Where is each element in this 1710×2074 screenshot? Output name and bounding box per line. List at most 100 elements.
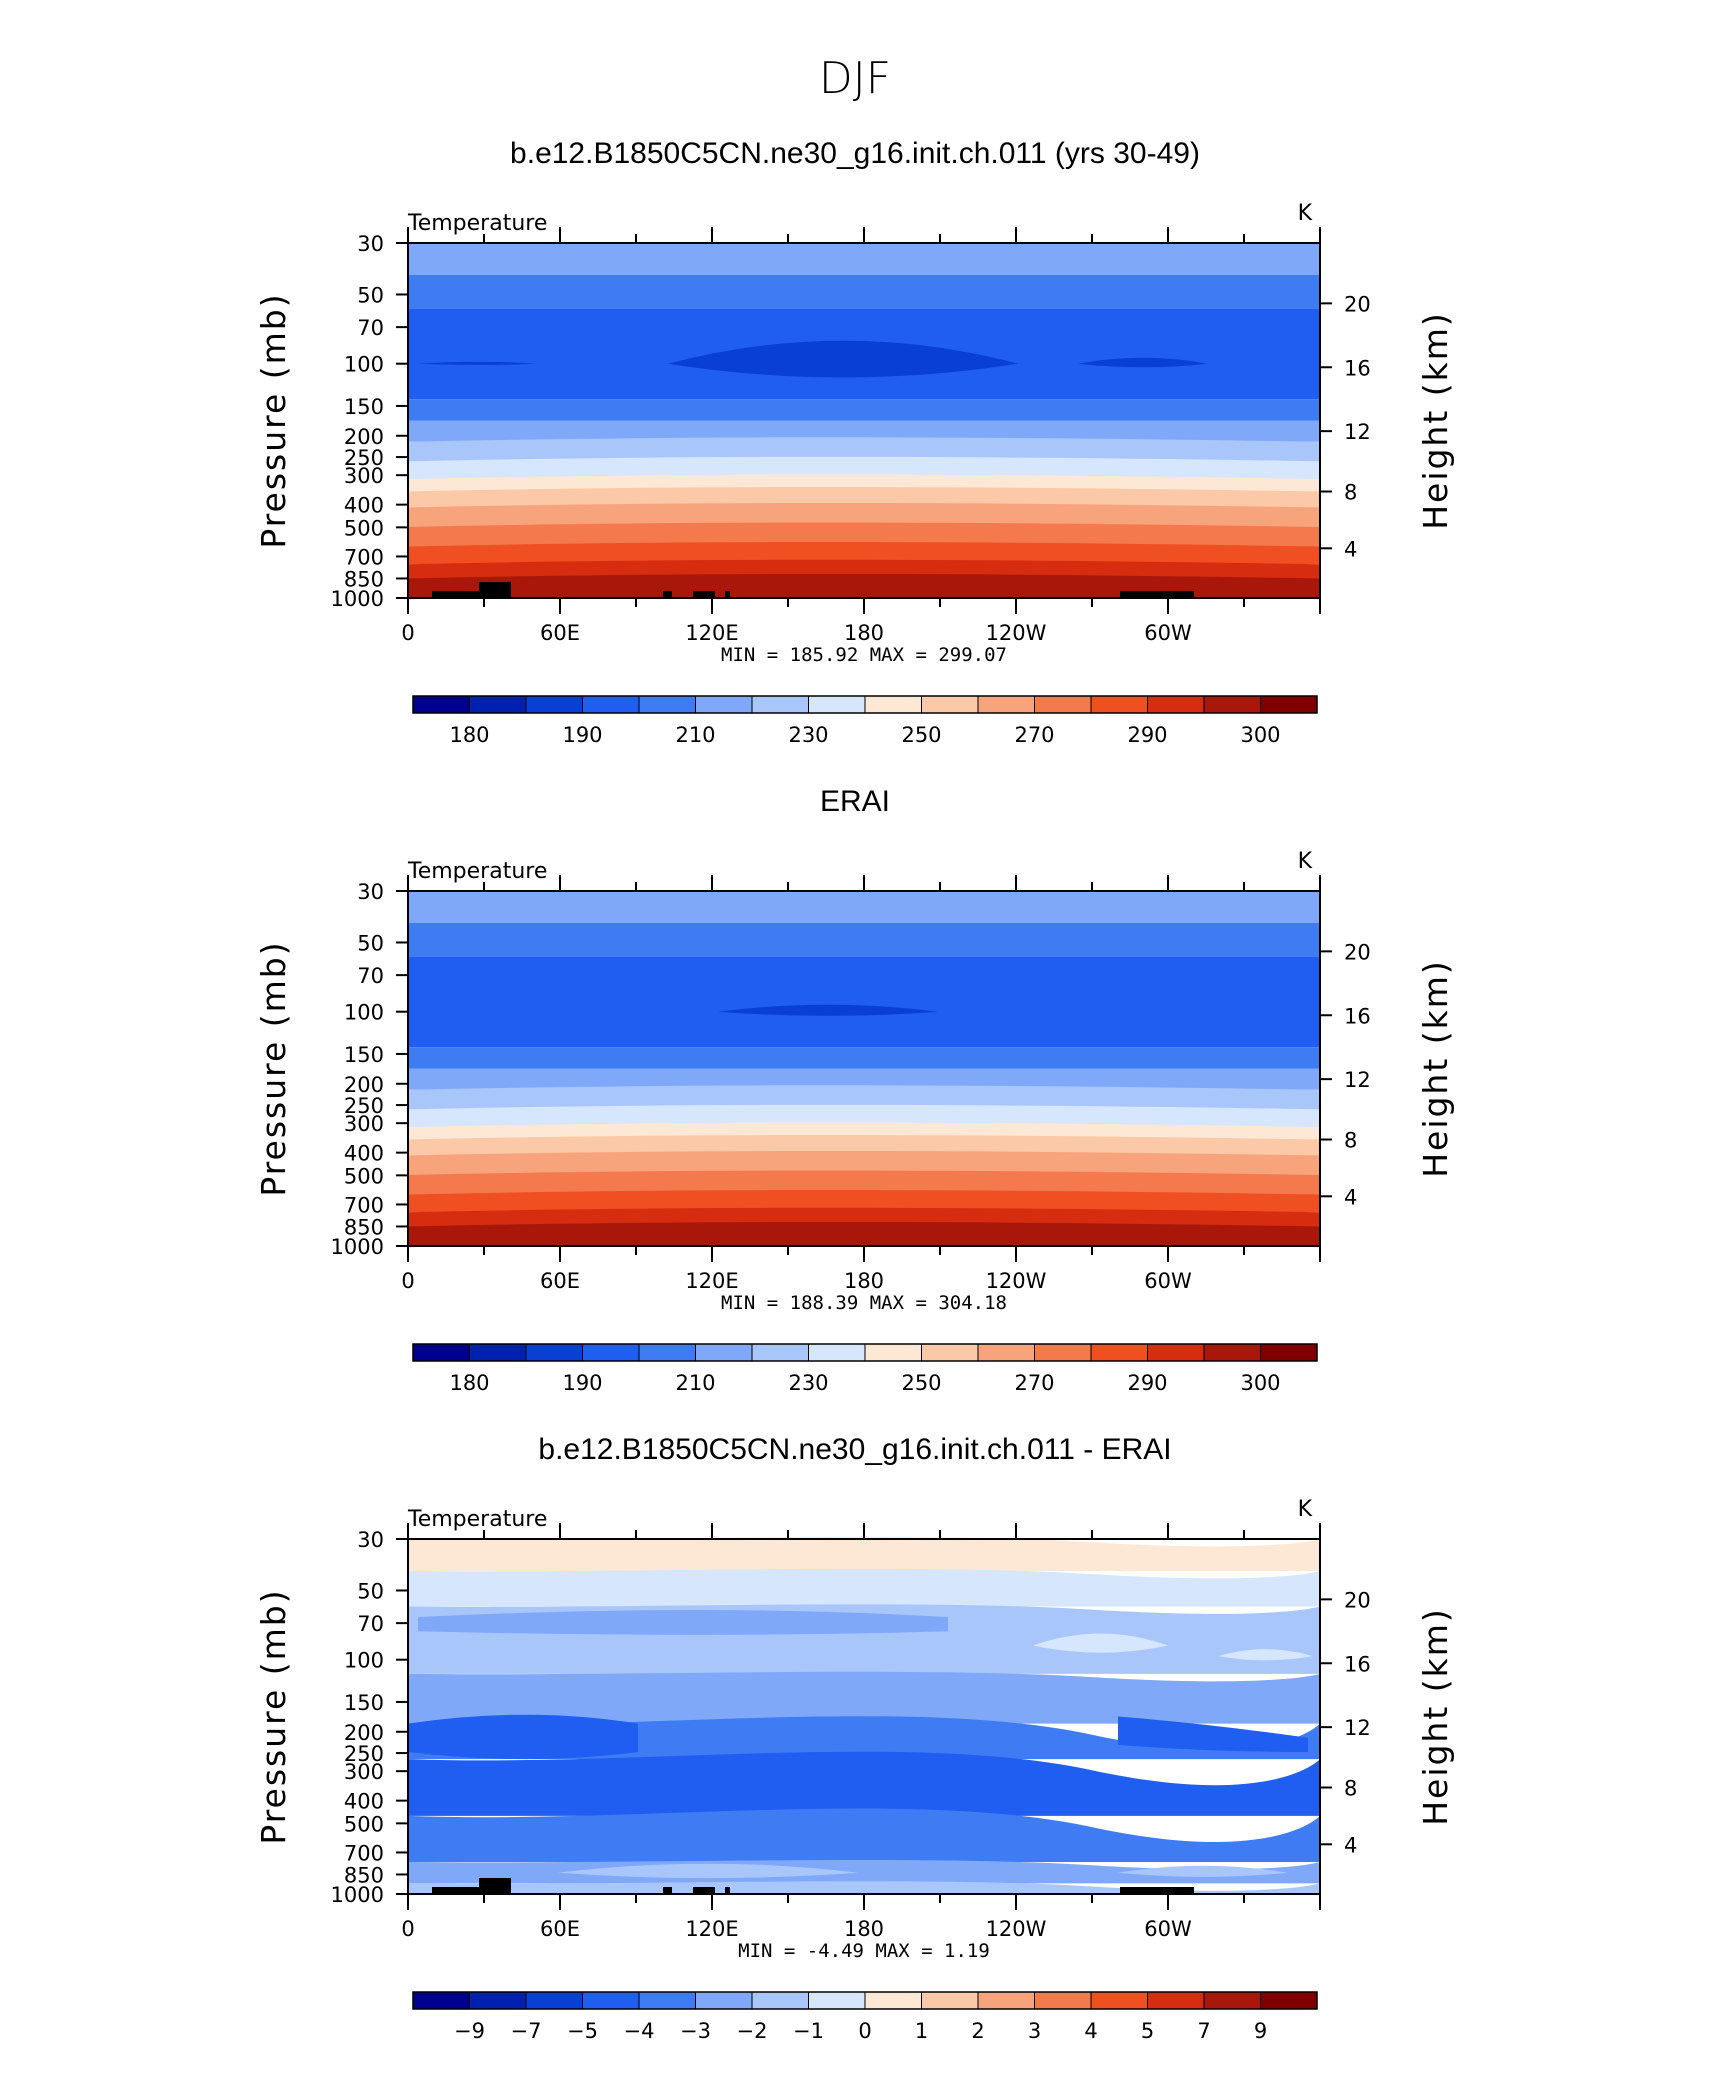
colorbar-swatch — [751, 1343, 809, 1362]
colorbar-swatch — [1034, 1343, 1092, 1362]
y2-tick-label: 16 — [1344, 356, 1371, 380]
y2-tick-label: 12 — [1344, 1068, 1371, 1092]
colorbar-label: 3 — [1028, 2019, 1041, 2043]
min-max-stats: MIN = 188.39 MAX = 304.18 — [721, 1292, 1007, 1314]
y2-axis-title: Height (km) — [1416, 311, 1455, 530]
colorbar-swatch — [582, 1343, 640, 1362]
colorbar-label: 2 — [971, 2019, 984, 2043]
y-tick-label: 50 — [357, 931, 384, 955]
y2-tick-label: 4 — [1344, 1833, 1357, 1857]
contour-band — [408, 1751, 1320, 1816]
y-tick-label: 150 — [344, 1691, 384, 1715]
colorbar-swatch — [525, 695, 583, 714]
variable-label: Temperature — [407, 859, 547, 884]
contour-band — [408, 399, 1320, 421]
anomaly-region — [418, 1610, 948, 1635]
terrain-mask — [479, 582, 511, 598]
contour-band — [408, 1068, 1320, 1090]
x-tick-label: 0 — [401, 1917, 414, 1941]
cold-core — [668, 340, 1018, 378]
contour-band — [408, 1104, 1320, 1128]
contour-band — [408, 1808, 1320, 1863]
colorbar-swatch — [695, 695, 753, 714]
anomaly-region — [1218, 1649, 1313, 1661]
x-tick-label: 120W — [986, 621, 1047, 645]
y2-axis-title: Height (km) — [1416, 959, 1455, 1178]
colorbar-label: −2 — [737, 2019, 768, 2043]
contour-band — [408, 922, 1320, 957]
contour-band — [408, 522, 1320, 547]
colorbar-label: 180 — [449, 1371, 489, 1395]
colorbar-swatch — [1260, 695, 1318, 714]
terrain-mask — [725, 1887, 730, 1894]
colorbar-swatch — [1090, 1343, 1148, 1362]
colorbar-label: 270 — [1014, 1371, 1054, 1395]
y-tick-label: 250 — [344, 446, 384, 470]
terrain-mask — [663, 591, 672, 598]
colorbar-label: 290 — [1127, 723, 1167, 747]
panel-title: b.e12.B1850C5CN.ne30_g16.init.ch.011 (yr… — [510, 137, 1200, 170]
y-tick-label: 700 — [344, 1841, 384, 1865]
colorbar-swatch — [582, 695, 640, 714]
terrain-mask — [432, 591, 508, 598]
contour-band — [408, 891, 1320, 923]
x-tick-label: 120W — [986, 1269, 1047, 1293]
colorbar-label: 290 — [1127, 1371, 1167, 1395]
contour-band — [408, 1190, 1320, 1213]
variable-label: Temperature — [407, 211, 547, 236]
units-label: K — [1298, 849, 1313, 874]
colorbar-label: 250 — [901, 723, 941, 747]
colorbar-label: 250 — [901, 1371, 941, 1395]
y-tick-label: 700 — [344, 1193, 384, 1217]
colorbar-swatch — [977, 1343, 1035, 1362]
cold-core — [418, 361, 538, 365]
contour-band — [408, 1881, 1320, 1894]
colorbar-label: 7 — [1197, 2019, 1210, 2043]
x-tick-label: 180 — [844, 1269, 884, 1293]
terrain-mask — [1120, 1887, 1194, 1894]
y2-tick-label: 8 — [1344, 1129, 1357, 1153]
colorbar-label: 230 — [788, 1371, 828, 1395]
contour-band — [408, 573, 1320, 598]
y-tick-label: 500 — [344, 1812, 384, 1836]
x-tick-label: 60E — [540, 621, 580, 645]
anomaly-region — [1118, 1716, 1308, 1752]
contour-band — [408, 243, 1320, 275]
y-tick-label: 400 — [344, 494, 384, 518]
colorbar-swatch — [808, 1343, 866, 1362]
y-tick-label: 500 — [344, 1164, 384, 1188]
contour-band — [408, 1047, 1320, 1069]
colorbar-swatch — [808, 695, 866, 714]
colorbar-swatch — [469, 1991, 527, 2010]
y-tick-label: 100 — [344, 353, 384, 377]
colorbar-label: −4 — [624, 2019, 655, 2043]
colorbar-swatch — [695, 1991, 753, 2010]
panel-title: ERAI — [820, 785, 890, 818]
colorbar-swatch — [695, 1343, 753, 1362]
y-tick-label: 250 — [344, 1094, 384, 1118]
y-tick-label: 200 — [344, 1721, 384, 1745]
colorbar-swatch — [412, 1991, 470, 2010]
colorbar-swatch — [525, 1343, 583, 1362]
colorbar-label: −5 — [567, 2019, 598, 2043]
colorbar-swatch — [1147, 695, 1205, 714]
colorbar-label: 210 — [675, 1371, 715, 1395]
y-tick-label: 1000 — [331, 1235, 384, 1259]
y-tick-label: 400 — [344, 1142, 384, 1166]
contour-band — [408, 1568, 1320, 1607]
y-tick-label: 200 — [344, 1073, 384, 1097]
colorbar-label: 190 — [562, 723, 602, 747]
colorbar-swatch — [751, 695, 809, 714]
y-tick-label: 1000 — [331, 587, 384, 611]
contour-band — [408, 1085, 1320, 1110]
colorbar-swatch — [921, 1991, 979, 2010]
y-tick-label: 100 — [344, 1001, 384, 1025]
y-axis-title: Pressure (mb) — [254, 940, 293, 1196]
contour-band — [408, 474, 1320, 492]
min-max-stats: MIN = 185.92 MAX = 299.07 — [721, 644, 1007, 666]
x-tick-label: 60E — [540, 1917, 580, 1941]
contour-band — [408, 1150, 1320, 1175]
colorbar-swatch — [469, 695, 527, 714]
